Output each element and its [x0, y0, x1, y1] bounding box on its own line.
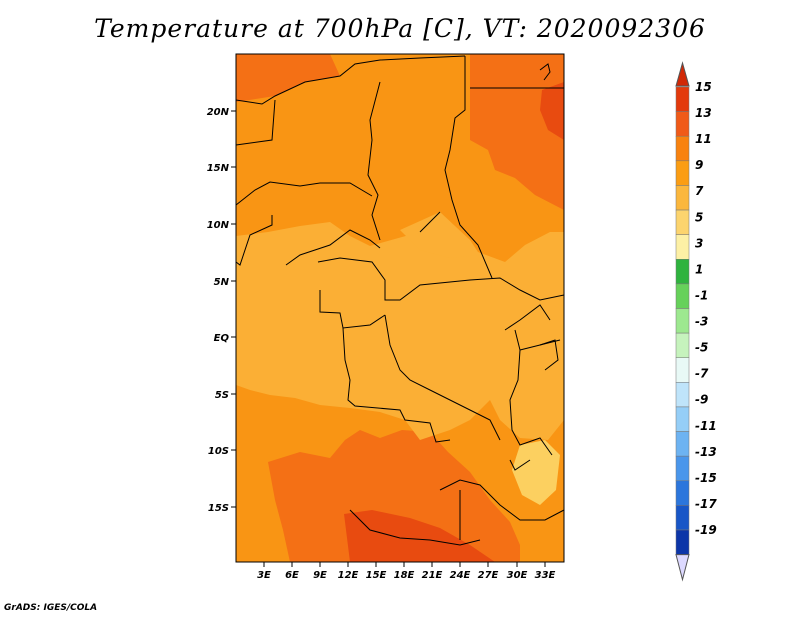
map-title: Temperature at 700hPa [C], VT: 202009230…: [94, 14, 706, 43]
lon-label: 30E: [507, 570, 528, 581]
lon-label: 12E: [338, 570, 359, 581]
colorbar-label: -15: [695, 471, 717, 485]
colorbar-label: -7: [695, 367, 709, 381]
warm-region-southwest: [268, 430, 520, 562]
map-frame: [235, 53, 565, 563]
longitude-axis: [263, 562, 546, 567]
lon-label: 15E: [366, 570, 387, 581]
colorbar-bottom-triangle: [675, 554, 690, 582]
colorbar-swatch: [675, 431, 690, 457]
colorbar-swatch: [675, 283, 690, 309]
lon-label: 6E: [285, 570, 299, 581]
colorbar-label: -19: [695, 523, 717, 537]
colorbar-swatch: [675, 382, 690, 408]
colorbar-swatch: [675, 480, 690, 506]
colorbar-label: -3: [695, 315, 708, 329]
colorbar-swatch: [675, 135, 690, 162]
lat-label: 10S: [208, 446, 229, 457]
colorbar-swatch: [675, 308, 690, 334]
colorbar-swatch: [675, 357, 690, 383]
warm-region-northeast: [470, 54, 564, 210]
colorbar-label: -1: [695, 288, 708, 302]
lat-label: EQ: [214, 333, 230, 344]
colorbar-swatch: [675, 209, 690, 235]
colorbar-label: 1: [695, 262, 703, 276]
colorbar-label: -17: [695, 497, 717, 511]
colorbar-label: 11: [695, 132, 712, 146]
coolest-region-southeast: [512, 440, 560, 505]
lon-label: 18E: [394, 570, 415, 581]
colorbar-swatch: [675, 529, 690, 555]
warm-region-north: [236, 54, 340, 102]
country-borders: [235, 55, 565, 546]
colorbar-swatch: [675, 111, 690, 137]
lon-label: 3E: [257, 570, 271, 581]
colorbar-swatch: [675, 185, 690, 211]
colorbar-swatch: [675, 259, 690, 285]
colorbar-label: 7: [695, 184, 704, 198]
lat-label: 15S: [208, 503, 229, 514]
colorbar-label: -11: [695, 419, 717, 433]
hot-region-south: [344, 510, 495, 562]
grads-credit: GrADS: IGES/COLA: [4, 603, 98, 613]
colorbar-label: -5: [695, 341, 708, 355]
colorbar-swatch: [675, 332, 690, 358]
lon-label: 27E: [478, 570, 499, 581]
colorbar: 15 13 11 9 7 5 3 1 -1 -3 -5 -7 -9 -11 -13 -15 -17 -19: [675, 61, 717, 582]
colorbar-label: 9: [695, 158, 703, 172]
lat-label: 5N: [214, 277, 230, 288]
lon-label: 21E: [422, 570, 443, 581]
colorbar-swatch: [675, 234, 690, 260]
colorbar-swatch: [675, 505, 690, 531]
colorbar-swatch: [675, 160, 690, 186]
cool-region-west: [236, 222, 564, 440]
colorbar-swatch: [675, 455, 690, 482]
colorbar-label: 5: [695, 210, 703, 224]
lat-label: 10N: [207, 220, 230, 231]
colorbar-label: 15: [695, 80, 712, 94]
colorbar-label: -9: [695, 393, 708, 407]
lon-label: 33E: [535, 570, 556, 581]
lat-label: 15N: [207, 163, 230, 174]
cool-region-northcentral: [400, 212, 480, 258]
colorbar-top-triangle: [675, 61, 690, 87]
colorbar-label: 3: [695, 236, 703, 250]
lat-label: 20N: [207, 107, 230, 118]
hot-region-northeast: [540, 82, 564, 140]
lon-label: 9E: [313, 570, 327, 581]
colorbar-label: 13: [695, 106, 712, 120]
lon-label: 24E: [450, 570, 471, 581]
lat-label: 5S: [215, 390, 229, 401]
colorbar-swatch: [675, 406, 690, 432]
latitude-axis: [231, 110, 236, 508]
colorbar-label: -13: [695, 445, 717, 459]
colorbar-swatch: [675, 86, 690, 112]
